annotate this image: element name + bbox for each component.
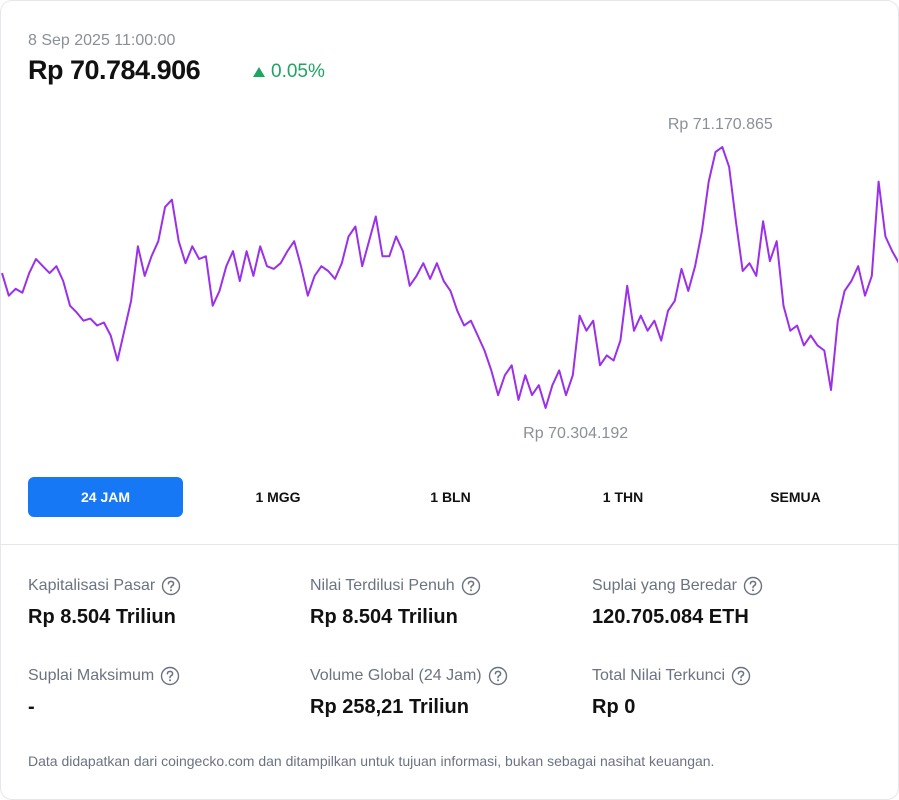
price-line — [1, 146, 898, 409]
help-glyph — [166, 670, 174, 679]
help-glyph — [494, 670, 501, 679]
help-glyph — [737, 670, 745, 679]
change-value: 0.05% — [271, 61, 325, 82]
help-dot — [751, 589, 754, 592]
timestamp: 8 Sep 2025 11:00:00 — [28, 32, 176, 49]
stat-label-row: Suplai yang Beredar — [592, 575, 763, 597]
help-circle — [488, 666, 507, 686]
help-dot — [469, 589, 472, 592]
help-circle — [731, 666, 751, 686]
stat-label: Suplai Maksimum — [28, 667, 155, 684]
stat-value: 120.705.084 ETH — [592, 606, 749, 628]
stat-label-row: Volume Global (24 Jam) — [310, 665, 508, 687]
divider — [1, 544, 898, 545]
disclaimer: Data didapatkan dari coingecko.com dan d… — [28, 753, 715, 769]
range-tab[interactable]: 1 BLN — [430, 489, 471, 505]
help-dot — [496, 679, 499, 682]
help-dot — [740, 679, 743, 682]
stat-value: Rp 8.504 Triliun — [310, 606, 458, 628]
help-glyph — [467, 580, 475, 589]
help-icon[interactable] — [160, 666, 180, 686]
help-circle — [161, 666, 180, 686]
stat: Kapitalisasi Pasar Rp 8.504 Triliun — [28, 575, 181, 629]
help-dot — [170, 589, 173, 592]
up-arrow — [253, 67, 265, 77]
stat-label-row: Total Nilai Terkunci — [592, 665, 751, 687]
range-tab[interactable]: 1 THN — [602, 489, 644, 505]
min-label: Rp 70.304.192 — [523, 425, 628, 442]
help-circle — [461, 576, 480, 596]
stat-label: Nilai Terdilusi Penuh — [310, 577, 455, 594]
stat: Suplai Maksimum - — [28, 665, 180, 719]
range-tab[interactable]: SEMUA — [770, 489, 821, 505]
stat-label: Suplai yang Beredar — [592, 577, 737, 594]
help-glyph — [749, 580, 757, 589]
stat: Suplai yang Beredar 120.705.084 ETH — [592, 575, 763, 629]
stat-value: Rp 8.504 Triliun — [28, 606, 176, 628]
stat-value: - — [28, 696, 35, 718]
help-icon[interactable] — [461, 576, 481, 596]
stat: Total Nilai Terkunci Rp 0 — [592, 665, 751, 719]
range-tab[interactable]: 24 JAM — [28, 477, 183, 517]
stat: Volume Global (24 Jam) Rp 258,21 Triliun — [310, 665, 508, 719]
help-icon[interactable] — [743, 576, 763, 596]
help-icon[interactable] — [731, 666, 751, 686]
help-dot — [169, 679, 172, 682]
price-change: 0.05% — [253, 61, 325, 83]
stat-label-row: Kapitalisasi Pasar — [28, 575, 181, 597]
help-circle — [743, 576, 763, 596]
price-chart: Rp 71.170.865 Rp 70.304.192 — [1, 116, 898, 442]
stat-label: Total Nilai Terkunci — [592, 667, 726, 684]
help-icon[interactable] — [488, 666, 508, 686]
range-tabs: 24 JAM 1 MGG 1 BLN 1 THN SEMUA — [28, 477, 873, 517]
stat: Nilai Terdilusi Penuh Rp 8.504 Triliun — [310, 575, 481, 629]
stat-label: Kapitalisasi Pasar — [28, 577, 156, 594]
help-icon[interactable] — [161, 576, 181, 596]
range-tab[interactable]: 1 MGG — [255, 489, 301, 505]
stat-label-row: Nilai Terdilusi Penuh — [310, 575, 481, 597]
price: Rp 70.784.906 — [28, 55, 201, 85]
stat-value: Rp 258,21 Triliun — [310, 696, 469, 718]
help-circle — [161, 576, 181, 596]
stat-label: Volume Global (24 Jam) — [310, 667, 482, 684]
max-label: Rp 71.170.865 — [668, 116, 773, 133]
stat-label-row: Suplai Maksimum — [28, 665, 180, 687]
help-glyph — [167, 580, 175, 589]
stat-value: Rp 0 — [592, 696, 636, 718]
